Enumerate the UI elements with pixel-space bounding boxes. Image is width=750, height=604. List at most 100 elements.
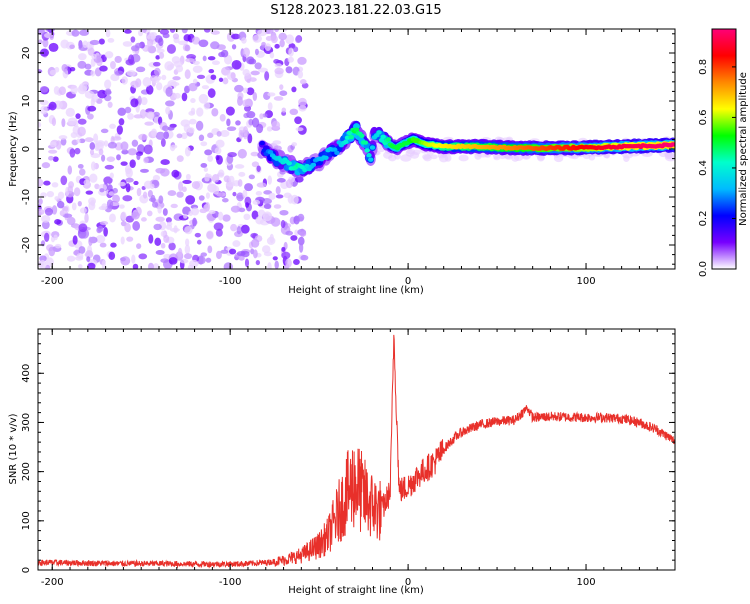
spectrogram-cell [252, 34, 263, 43]
spectrogram-cell [285, 258, 292, 268]
spectrogram-cell [167, 126, 175, 131]
spectrogram-cell [294, 116, 302, 125]
spectrogram-cell [207, 56, 216, 61]
spectrogram-cell [230, 223, 238, 232]
spectrogram-cell [170, 203, 178, 209]
spectrogram-cell [216, 250, 222, 260]
spectrogram-cell [122, 41, 133, 47]
y-tick-label: 10 [21, 95, 32, 108]
spectrogram-cell [84, 63, 92, 70]
spectrogram-cell [76, 138, 81, 144]
spectrogram-cell [41, 162, 51, 169]
spectrogram-cell [266, 126, 273, 132]
spectrogram-cell [78, 264, 83, 269]
spectrogram-ridge-cell [343, 139, 349, 145]
spectrogram-cell [184, 146, 191, 157]
snr-frame [37, 328, 676, 571]
spectrogram-y-ticks: -20 -10 0 10 20 [21, 33, 675, 265]
spectrogram-cell [136, 187, 142, 197]
spectrogram-cell [251, 117, 260, 128]
spectrogram-cell [409, 151, 420, 159]
spectrogram-cell [200, 141, 208, 147]
spectrogram-cell [195, 120, 204, 131]
spectrogram-cell [264, 43, 272, 52]
spectrogram-cell [103, 176, 113, 185]
spectrogram-cell [274, 43, 280, 49]
spectrogram-cell [79, 207, 87, 214]
colorbar: 0.0 0.2 0.4 0.6 0.8 Normalized spectral ampl… [698, 28, 749, 277]
spectrogram-cell [62, 213, 73, 218]
spectrogram-cell [250, 70, 260, 76]
spectrogram-cell [285, 34, 295, 45]
spectrogram-cell [121, 149, 129, 155]
spectrogram-ridge-cell [334, 150, 340, 156]
spectrogram-cell [211, 174, 220, 183]
spectrogram-cell [207, 132, 214, 139]
spectrogram-cell [48, 155, 54, 161]
spectrogram-cell [263, 251, 273, 257]
spectrogram-cell [622, 152, 634, 159]
spectrogram-cell [241, 99, 252, 108]
spectrogram-cell [132, 221, 141, 231]
spectrogram-cell [167, 190, 177, 197]
spectrogram-cell [181, 186, 187, 193]
spectrogram-cell [107, 101, 113, 108]
spectrogram-cell [99, 221, 109, 226]
spectrogram-cell [169, 81, 180, 87]
spectrogram-cell [220, 249, 229, 254]
x-tick-label: -200 [41, 577, 64, 588]
spectrogram-cell [158, 37, 164, 47]
colorbar-tick-label: 0.2 [698, 211, 709, 227]
spectrogram-cell [205, 192, 210, 199]
spectrogram-cell [120, 161, 128, 166]
spectrogram-cell [110, 60, 116, 70]
snr-x-ticks: -200 -100 0 100 [41, 329, 676, 588]
spectrogram-cell [293, 258, 300, 266]
spectrogram-cell [77, 200, 82, 207]
spectrogram-cell [140, 217, 147, 222]
spectrogram-cell [139, 109, 147, 119]
spectrogram-cell [138, 253, 148, 260]
spectrogram-cell [148, 31, 157, 37]
spectrogram-cell [78, 246, 86, 254]
spectrogram-cell [151, 77, 160, 84]
spectrogram-cell [173, 60, 184, 68]
spectrogram-cell [148, 197, 157, 202]
spectrogram-cell [200, 252, 208, 257]
x-tick-label: -200 [41, 276, 64, 287]
spectrogram-cell [97, 89, 108, 99]
spectrogram-cell [230, 205, 241, 213]
spectrogram-cell [40, 105, 48, 115]
spectrogram-cell [201, 85, 210, 90]
spectrogram-cell [297, 236, 305, 246]
spectrogram-cell [285, 230, 294, 236]
spectrogram-cell [160, 168, 170, 177]
spectrogram-cell [83, 179, 91, 186]
spectrogram-ridge-cell [362, 140, 369, 145]
spectrogram-cell [192, 60, 200, 65]
spectrogram-cell [265, 36, 273, 42]
spectrogram-cell [129, 159, 136, 169]
spectrogram-cell [207, 155, 214, 162]
spectrogram-cell [108, 251, 116, 261]
spectrogram-cell [272, 140, 282, 145]
spectrogram-cell [131, 139, 139, 147]
spectrogram-cell [89, 149, 95, 156]
spectrogram-cell [54, 219, 62, 225]
spectrogram-cell [164, 61, 174, 71]
spectrogram-cell [186, 54, 197, 60]
spectrogram-cell [99, 242, 107, 248]
spectrogram-cell [172, 33, 180, 40]
spectrogram-ridge-cell [286, 161, 292, 166]
spectrogram-cell [87, 105, 97, 112]
y-tick-label: 100 [21, 511, 32, 530]
spectrogram-cell [231, 60, 242, 70]
spectrogram-cell [267, 175, 272, 185]
spectrogram-cell [89, 142, 96, 151]
spectrogram-cell [242, 69, 250, 77]
spectrogram-cell [223, 54, 233, 65]
spectrogram-cell [125, 168, 133, 178]
spectrogram-cell [242, 47, 250, 58]
spectrogram-cell [150, 128, 158, 138]
